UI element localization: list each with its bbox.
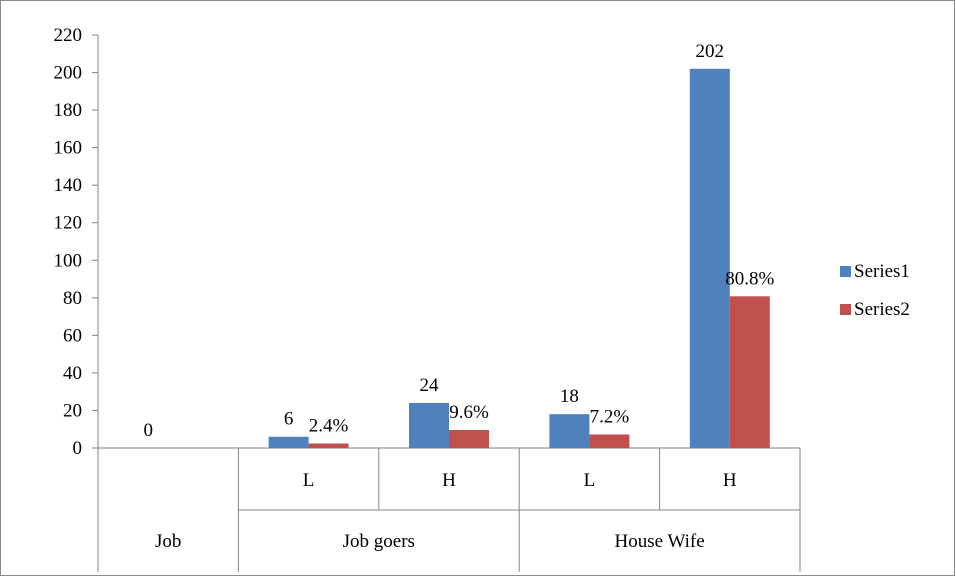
data-label-series1-0: 0 — [143, 420, 153, 441]
data-label-series2-1: 2.4% — [309, 415, 349, 436]
legend-label-series1: Series1 — [854, 261, 910, 282]
group-label: Job goers — [343, 531, 415, 552]
data-label-series2-3: 7.2% — [590, 406, 630, 427]
data-label-series1-4: 202 — [696, 41, 725, 62]
y-tick-label: 20 — [63, 400, 82, 421]
y-tick-label: 160 — [54, 138, 83, 159]
data-label-series2-4: 80.8% — [725, 268, 774, 289]
sub-category-label: L — [584, 470, 596, 491]
sub-category-label: H — [442, 470, 456, 491]
sub-category-label: H — [723, 470, 737, 491]
y-tick-label: 200 — [54, 63, 83, 84]
y-tick-label: 180 — [54, 100, 83, 121]
bar-series1-2 — [409, 402, 449, 448]
y-tick-label: 100 — [54, 250, 83, 271]
bar-series1-4 — [689, 68, 730, 449]
y-tick-label: 140 — [54, 175, 83, 196]
y-tick-label: 120 — [54, 213, 83, 234]
data-label-series2-2: 9.6% — [449, 402, 489, 423]
data-labels: 0 6 2.4% 24 9.6% 18 7.2% 202 80.8% — [143, 41, 774, 441]
bar-series2-3 — [589, 434, 630, 448]
legend-swatch-series1 — [840, 266, 851, 277]
data-label-series1-3: 18 — [560, 386, 579, 407]
group-label: House Wife — [615, 531, 705, 552]
y-tick-label: 0 — [73, 438, 83, 459]
y-tick-label: 60 — [63, 325, 82, 346]
bar-series1-3 — [549, 414, 590, 448]
y-tick-label: 80 — [63, 288, 82, 309]
bar-series2-1 — [308, 443, 349, 448]
bar-series2-2 — [449, 429, 489, 448]
bar-series1-1 — [268, 436, 309, 448]
legend: Series1 Series2 — [840, 261, 910, 320]
sub-category-label: L — [303, 470, 315, 491]
y-tick-label: 220 — [54, 25, 83, 46]
legend-label-series2: Series2 — [854, 299, 910, 320]
data-label-series1-2: 24 — [420, 375, 440, 396]
data-label-series1-1: 6 — [284, 409, 294, 430]
group-label: Job — [155, 531, 181, 552]
bar-series2-4 — [729, 296, 770, 448]
legend-swatch-series2 — [840, 304, 851, 315]
y-tick-label: 40 — [63, 363, 82, 384]
bars — [268, 68, 770, 449]
